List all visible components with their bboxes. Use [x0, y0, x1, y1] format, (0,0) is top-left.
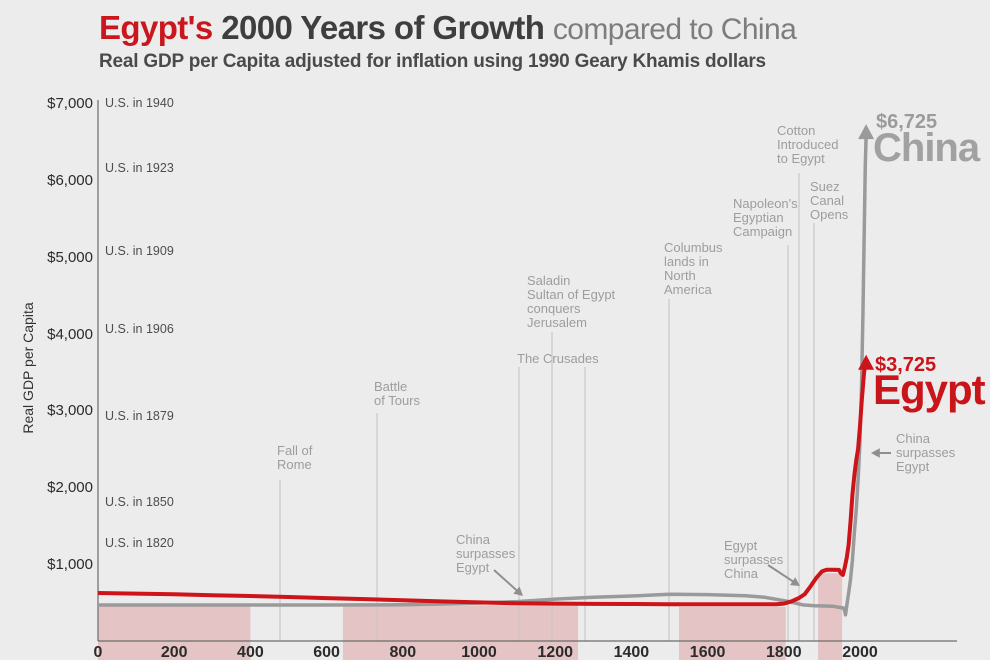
series-arrowhead-egypt	[858, 354, 875, 370]
page-title: Egypt's 2000 Years of Growth compared to…	[99, 9, 797, 46]
series-line-china	[98, 137, 868, 617]
title-comparison: compared to China	[552, 13, 797, 46]
highlight-period-0	[98, 604, 251, 660]
title-main: 2000 Years of Growth	[221, 9, 545, 46]
title-egypt: Egypt's	[99, 9, 213, 46]
egypt-series-label: Egypt	[873, 366, 986, 413]
subtitle: Real GDP per Capita adjusted for inflati…	[99, 51, 766, 73]
china-series-label: China	[873, 126, 980, 170]
series-line-egypt	[97, 362, 869, 607]
annotation-arrowhead-china-surpasses-egypt-2000	[871, 448, 880, 458]
china-end-value-label: $6,725	[876, 111, 938, 133]
highlight-period-2	[679, 606, 786, 660]
annotation-arrow-egypt-surpasses-china	[767, 564, 795, 583]
annotation-arrowhead-egypt-surpasses-china	[790, 577, 800, 586]
annotation-arrowhead-china-surpasses-egypt-1100	[513, 586, 523, 596]
highlight-period-1	[342, 605, 579, 660]
highlight-period-3	[818, 573, 843, 660]
egypt-end-value-label: $3,725	[875, 354, 937, 376]
annotation-arrow-china-surpasses-egypt-1100	[493, 569, 519, 593]
header: Egypt's 2000 Years of Growth compared to…	[99, 9, 797, 73]
series-arrowhead-china	[858, 124, 875, 140]
